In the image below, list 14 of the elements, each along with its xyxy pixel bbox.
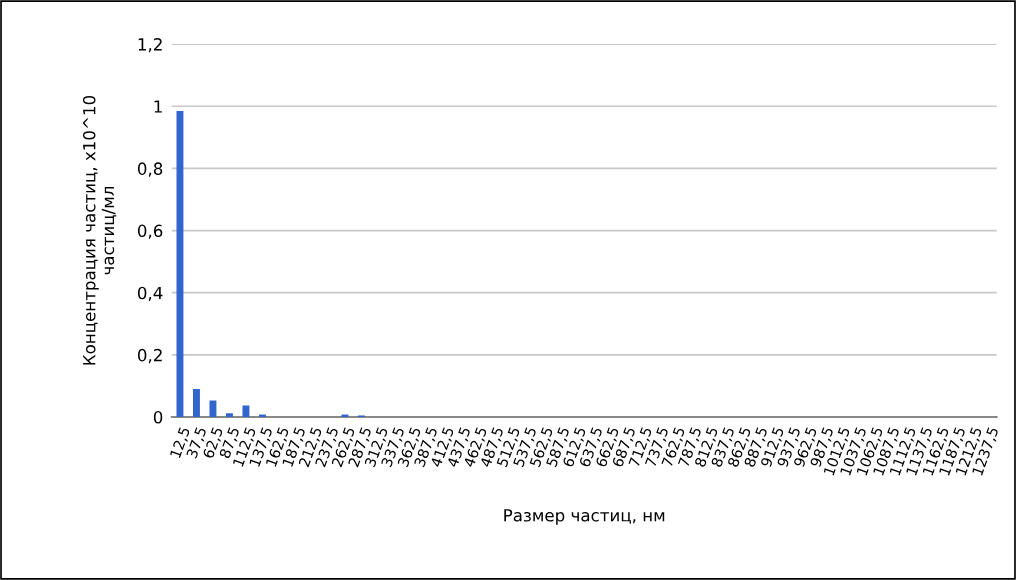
y-tick-label: 0,4: [137, 286, 163, 301]
y-axis-title: Концентрация частиц, x10^10 частиц/мл: [82, 95, 117, 365]
y-tick-label: 1: [154, 100, 162, 113]
y-tick-label: 0,6: [137, 224, 163, 239]
y-tick-label: 0,2: [137, 348, 162, 364]
y-tick-label: 0: [153, 410, 163, 424]
bar: [176, 110, 184, 418]
y-tick-label: 1,2: [138, 38, 162, 53]
bar: [209, 400, 217, 418]
bar: [225, 413, 233, 418]
y-tick-label: 0,8: [137, 162, 163, 177]
bar: [242, 405, 250, 418]
x-axis-title: Размер частиц, нм: [504, 509, 665, 525]
bar: [192, 389, 200, 418]
